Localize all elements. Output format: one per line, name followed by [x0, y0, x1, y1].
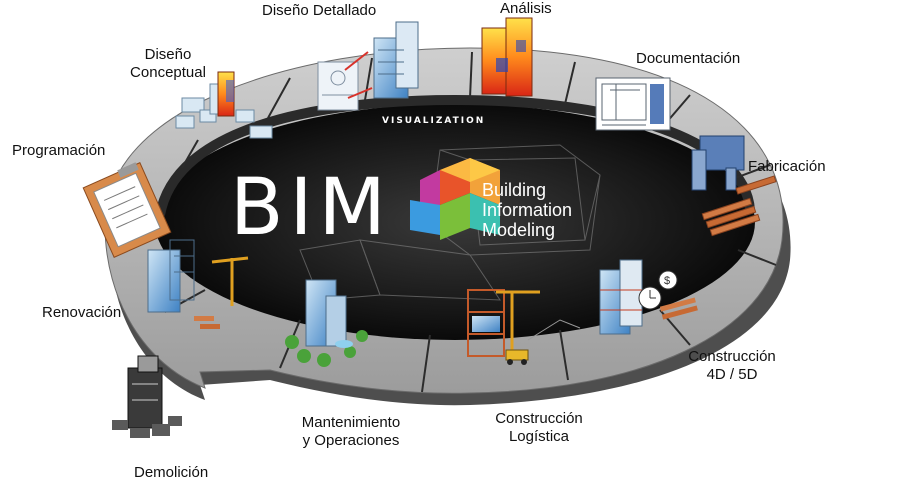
- label-mantenimiento-line-2: y Operaciones: [302, 432, 400, 449]
- label-mantenimiento-line-1: Mantenimiento: [301, 414, 401, 431]
- fabricacion-icon: [691, 135, 777, 237]
- label-construccion-logistica-line-1: Construcción: [495, 410, 583, 427]
- label-analisis: Análisis: [500, 0, 552, 17]
- label-diseno-detallado: Diseño Detallado: [262, 2, 377, 19]
- demolicion-icon: [112, 355, 182, 438]
- construccion-4d5d-icon: $: [599, 259, 698, 335]
- segment-dividers: [164, 51, 777, 393]
- label-diseno-conceptual-line-2: Conceptual: [130, 64, 206, 81]
- bim-cube-logo: [410, 158, 500, 240]
- construccion-logistica-icon: [467, 289, 581, 365]
- renovacion-icon: [147, 239, 249, 329]
- bim-subtitle-line-1: Building: [482, 180, 547, 200]
- programacion-icon: [82, 162, 172, 258]
- label-construccion-4d5d-line-1: Construcción: [688, 348, 776, 365]
- label-mantenimiento: Mantenimiento y Operaciones: [296, 414, 406, 450]
- diseno-conceptual-icon: [175, 71, 273, 139]
- label-construccion-logistica: Construcción Logística: [494, 410, 584, 446]
- label-demolicion: Demolición: [134, 464, 209, 481]
- label-construccion-4d5d-line-2: 4D / 5D: [706, 366, 758, 383]
- bim-subtitle-line-2: Information: [482, 200, 573, 220]
- label-diseno-conceptual-line-1: Diseño: [144, 46, 192, 63]
- label-construccion-4d5d: Construcción 4D / 5D: [682, 348, 782, 384]
- documentacion-icon: [595, 77, 671, 131]
- analisis-icon: [481, 17, 533, 97]
- bim-subtitle-line-3: Modeling: [482, 220, 556, 240]
- bim-acronym: BIM: [230, 163, 392, 253]
- visualization-caption: VISUALIZATION: [382, 116, 486, 126]
- label-renovacion: Renovación: [42, 304, 122, 321]
- bim-subtitle: Building Information Modeling: [482, 180, 572, 240]
- svg-text:$: $: [664, 275, 670, 287]
- label-documentacion: Documentación: [636, 50, 741, 67]
- label-fabricacion: Fabricación: [748, 158, 826, 175]
- label-diseno-conceptual: Diseño Conceptual: [128, 46, 208, 82]
- label-construccion-logistica-line-2: Logística: [508, 428, 570, 445]
- dollar-icon: [658, 270, 678, 290]
- mantenimiento-icon: [285, 279, 368, 367]
- label-programacion: Programación: [12, 142, 106, 159]
- diseno-detallado-icon: [317, 21, 419, 111]
- trees-icon: [285, 330, 368, 367]
